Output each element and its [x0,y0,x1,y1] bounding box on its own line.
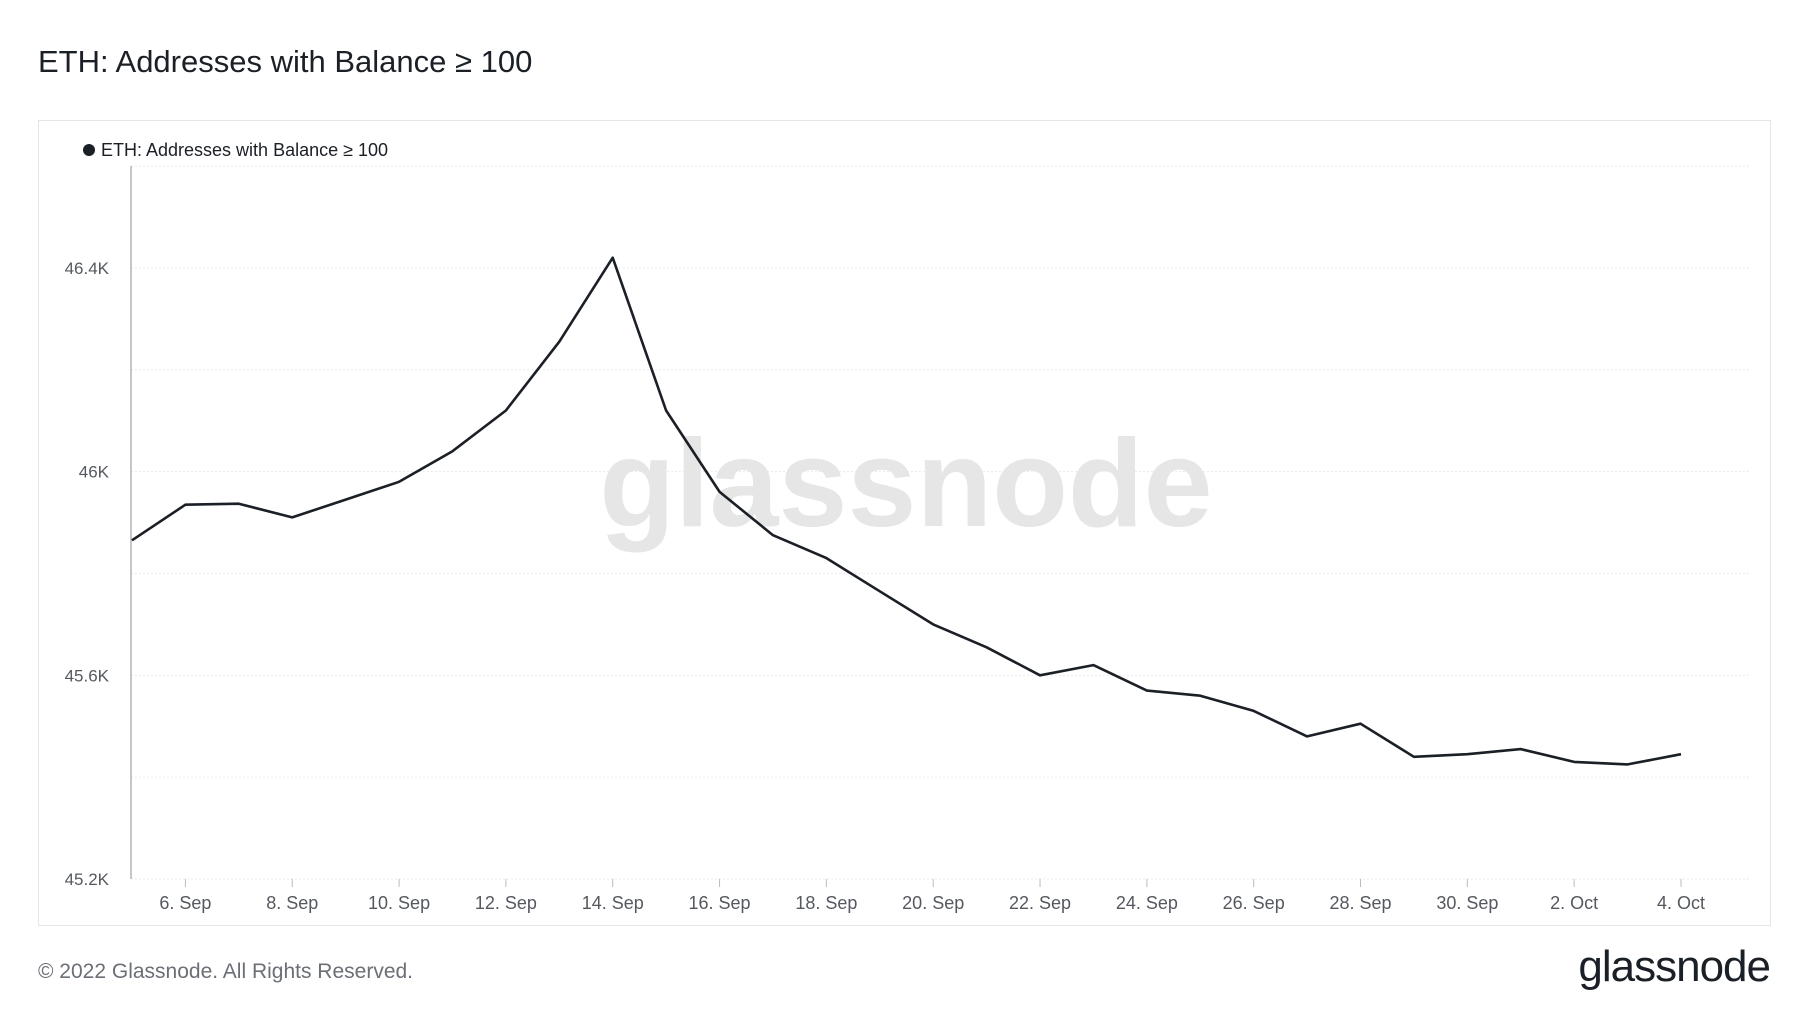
data-point[interactable] [1358,721,1364,727]
x-tick-label: 14. Sep [582,893,644,913]
x-tick-label: 6. Sep [159,893,211,913]
data-point[interactable] [1625,761,1631,767]
x-tick-label: 12. Sep [475,893,537,913]
x-tick-label: 10. Sep [368,893,430,913]
data-point[interactable] [449,448,455,454]
legend-marker [83,144,95,156]
chart-panel: glassnode 45.2K 45.6K 46K 46.4K 6. Sep 8. Se… [38,120,1771,926]
data-point[interactable] [129,537,135,543]
copyright-text: © 2022 Glassnode. All Rights Reserved. [38,960,414,983]
x-tick-label: 4. Oct [1657,893,1705,913]
data-point[interactable] [182,502,188,508]
data-point[interactable] [503,407,509,413]
data-point[interactable] [1251,708,1257,714]
data-point[interactable] [1144,688,1150,694]
data-point[interactable] [610,255,616,261]
data-point[interactable] [236,501,242,507]
data-point[interactable] [1090,662,1096,668]
chart-title: ETH: Addresses with Balance ≥ 100 [38,44,533,79]
data-point[interactable] [984,644,990,650]
x-tick-label: 18. Sep [795,893,857,913]
data-point[interactable] [343,497,349,503]
data-point[interactable] [1304,733,1310,739]
data-point[interactable] [289,514,295,520]
x-axis-ticks: 6. Sep 8. Sep 10. Sep 12. Sep 14. Sep 16. Sep… [159,879,1705,913]
data-point[interactable] [1197,693,1203,699]
gridlines [131,165,1751,880]
data-point[interactable] [1411,754,1417,760]
series-line[interactable] [131,256,1682,766]
data-point[interactable] [717,489,723,495]
y-tick-label: 45.6K [65,666,110,685]
data-point[interactable] [770,532,776,538]
x-tick-label: 26. Sep [1223,893,1285,913]
data-point[interactable] [663,407,669,413]
legend[interactable]: ETH: Addresses with Balance ≥ 100 [83,140,388,160]
data-point[interactable] [1518,746,1524,752]
y-axis-ticks: 45.2K 45.6K 46K 46.4K [65,259,110,889]
y-tick-label: 45.2K [65,870,110,889]
data-point[interactable] [877,588,883,594]
x-tick-label: 16. Sep [689,893,751,913]
legend-label[interactable]: ETH: Addresses with Balance ≥ 100 [101,140,388,160]
data-point[interactable] [396,479,402,485]
x-tick-label: 20. Sep [902,893,964,913]
x-tick-label: 8. Sep [266,893,318,913]
brand-logo[interactable]: glassnode [1578,942,1771,991]
data-point[interactable] [556,339,562,345]
data-point[interactable] [1678,751,1684,757]
x-tick-label: 24. Sep [1116,893,1178,913]
x-tick-label: 2. Oct [1550,893,1598,913]
x-tick-label: 30. Sep [1436,893,1498,913]
data-point[interactable] [1571,759,1577,765]
y-tick-label: 46K [79,463,110,482]
x-tick-label: 22. Sep [1009,893,1071,913]
data-point[interactable] [1464,751,1470,757]
series-group [129,255,1684,767]
watermark-text: glassnode [599,415,1212,553]
y-tick-label: 46.4K [65,259,110,278]
data-point[interactable] [823,555,829,561]
line-chart[interactable]: glassnode 45.2K 45.6K 46K 46.4K 6. Sep 8. Se… [39,121,1772,927]
x-tick-label: 28. Sep [1329,893,1391,913]
data-point[interactable] [930,621,936,627]
data-point[interactable] [1037,672,1043,678]
